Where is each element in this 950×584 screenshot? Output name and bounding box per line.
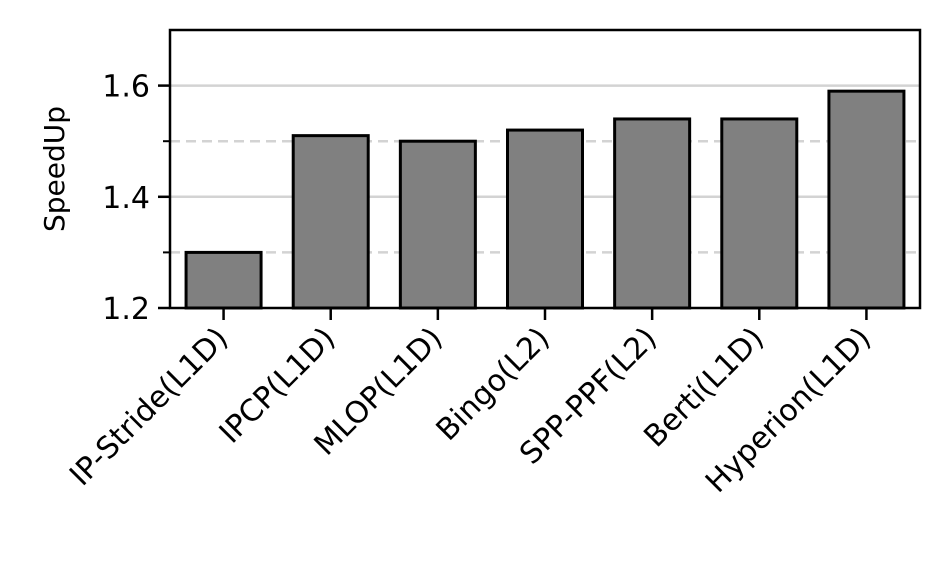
bar (398, 139, 477, 310)
bar (827, 89, 906, 310)
bar (184, 250, 263, 310)
y-tick-label: 1.6 (102, 70, 150, 105)
bar (720, 117, 799, 310)
bar (506, 128, 584, 310)
x-tick-label: IP-Stride(L1D) (63, 321, 235, 493)
bars (184, 89, 906, 310)
y-axis-label: SpeedUp (38, 106, 71, 232)
y-tick-label: 1.4 (102, 181, 150, 216)
y-axis: 1.2 1.4 1.6 (102, 70, 170, 327)
bar (291, 134, 370, 310)
x-axis: IP-Stride(L1D)IPCP(L1D)MLOP(L1D)Bingo(L2… (63, 308, 878, 500)
y-tick-label: 1.2 (102, 292, 150, 327)
bar (613, 117, 692, 310)
